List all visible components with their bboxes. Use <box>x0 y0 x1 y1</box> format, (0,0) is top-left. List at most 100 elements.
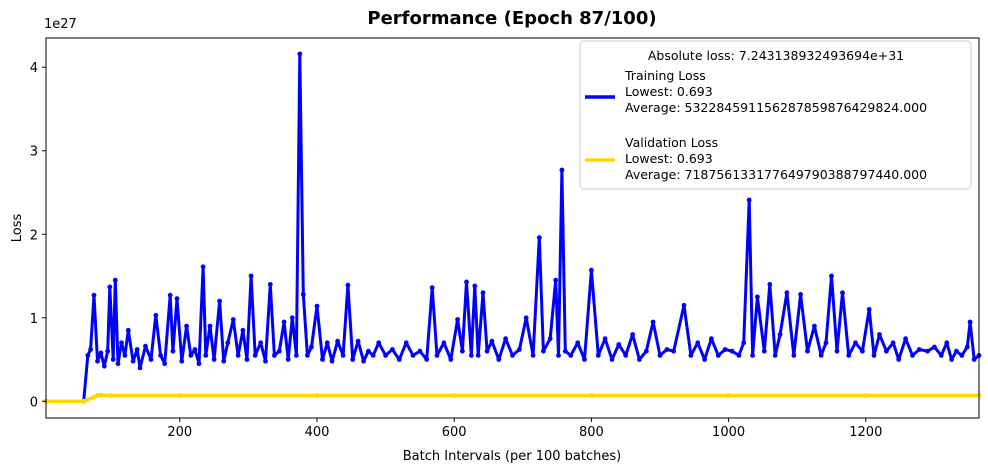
y-tick-label: 1 <box>30 312 38 327</box>
series-point-training-loss <box>840 290 845 296</box>
series-point-training-loss <box>818 353 824 358</box>
series-point-training-loss <box>383 353 388 358</box>
series-point-training-loss <box>272 353 277 358</box>
y-multiplier-label: 1e27 <box>44 17 77 32</box>
series-point-training-loss <box>309 344 314 350</box>
series-point-training-loss <box>671 348 677 354</box>
series-point-validation-loss <box>81 398 87 404</box>
series-point-training-loss <box>798 292 803 297</box>
series-point-training-loss <box>192 347 198 352</box>
series-point-training-loss <box>805 348 810 354</box>
series-point-training-loss <box>148 357 154 362</box>
series-point-training-loss <box>722 347 728 352</box>
y-axis: 0 1 2 3 4 <box>30 61 46 410</box>
series-point-training-loss <box>695 340 701 346</box>
series-point-validation-loss <box>177 393 183 398</box>
series-point-training-loss <box>736 353 742 358</box>
x-axis: 200 400 600 800 1000 1200 <box>167 418 882 440</box>
series-point-validation-loss <box>451 393 457 398</box>
series-point-training-loss <box>441 340 447 346</box>
series-point-training-loss <box>846 353 852 358</box>
series-point-training-loss <box>755 294 760 300</box>
series-point-training-loss <box>170 348 176 354</box>
series-point-training-loss <box>536 235 542 241</box>
series-point-training-loss <box>85 353 91 358</box>
series-point-training-loss <box>211 357 217 362</box>
series-point-training-loss <box>88 347 93 352</box>
series-point-training-loss <box>167 292 173 298</box>
series-point-training-loss <box>340 353 346 358</box>
series-point-training-loss <box>964 344 970 350</box>
plot-area <box>43 51 982 404</box>
series-point-training-loss <box>137 365 143 371</box>
y-tick-label: 4 <box>30 61 38 76</box>
series-point-training-loss <box>575 340 581 346</box>
series-point-training-loss <box>188 353 194 358</box>
y-axis-label: Loss <box>10 214 25 243</box>
series-point-training-loss <box>174 296 180 301</box>
legend-title: Absolute loss: 7.243138932493694e+31 <box>648 48 904 63</box>
series-point-training-loss <box>890 340 896 346</box>
series-point-training-loss <box>541 348 546 354</box>
series-point-training-loss <box>244 357 250 362</box>
series-point-training-loss <box>562 348 568 354</box>
series-point-training-loss <box>971 357 977 362</box>
series-point-training-loss <box>664 347 670 352</box>
series-point-training-loss <box>276 348 282 354</box>
series-point-validation-loss <box>108 393 114 398</box>
series-point-training-loss <box>101 363 107 369</box>
series-point-training-loss <box>345 282 351 288</box>
series-point-training-loss <box>568 353 574 358</box>
series-point-training-loss <box>464 279 469 285</box>
series-point-training-loss <box>741 340 747 346</box>
series-point-training-loss <box>772 353 778 358</box>
series-point-training-loss <box>589 267 594 273</box>
series-point-training-loss <box>767 282 773 287</box>
series-point-training-loss <box>944 340 950 346</box>
series-point-training-loss <box>812 323 817 329</box>
series-point-training-loss <box>559 167 565 173</box>
series-point-training-loss <box>866 307 872 312</box>
series-point-validation-loss <box>314 393 320 398</box>
chart-title: Performance (Epoch 87/100) <box>367 8 656 29</box>
series-point-training-loss <box>112 277 118 283</box>
series-point-training-loss <box>871 353 877 358</box>
series-point-training-loss <box>324 340 330 346</box>
x-tick-label: 600 <box>442 425 467 440</box>
x-tick-label: 200 <box>167 425 192 440</box>
series-point-training-loss <box>329 358 335 364</box>
series-point-training-loss <box>834 348 840 354</box>
series-point-training-loss <box>510 353 515 358</box>
series-point-training-loss <box>221 358 227 364</box>
legend-training-name: Training Loss <box>624 68 706 83</box>
series-point-training-loss <box>424 357 430 362</box>
series-point-training-loss <box>688 353 694 358</box>
legend-validation-lowest: Lowest: 0.693 <box>625 151 713 166</box>
series-point-training-loss <box>130 358 136 364</box>
series-point-training-loss <box>932 344 937 350</box>
series-point-validation-loss <box>589 393 594 398</box>
x-tick-label: 400 <box>305 425 330 440</box>
series-point-training-loss <box>853 340 858 346</box>
series-point-training-loss <box>107 284 113 290</box>
x-tick-label: 800 <box>579 425 604 440</box>
legend-validation-average: Average: 718756133177649790388797440.000 <box>625 167 927 182</box>
series-point-training-loss <box>403 340 409 346</box>
series-point-training-loss <box>235 353 241 358</box>
series-point-training-loss <box>616 342 622 347</box>
series-point-training-loss <box>503 336 508 342</box>
series-point-training-loss <box>119 340 124 346</box>
series-point-training-loss <box>320 357 325 362</box>
series-point-training-loss <box>196 361 202 367</box>
series-point-training-loss <box>709 336 714 342</box>
series-point-training-loss <box>91 292 97 298</box>
y-tick-label: 0 <box>30 395 38 410</box>
series-point-training-loss <box>916 347 922 352</box>
series-point-training-loss <box>681 302 687 308</box>
series-point-training-loss <box>472 283 478 289</box>
series-point-training-loss <box>556 353 561 358</box>
series-point-training-loss <box>925 348 930 354</box>
series-point-training-loss <box>294 353 299 358</box>
series-point-training-loss <box>746 197 752 203</box>
